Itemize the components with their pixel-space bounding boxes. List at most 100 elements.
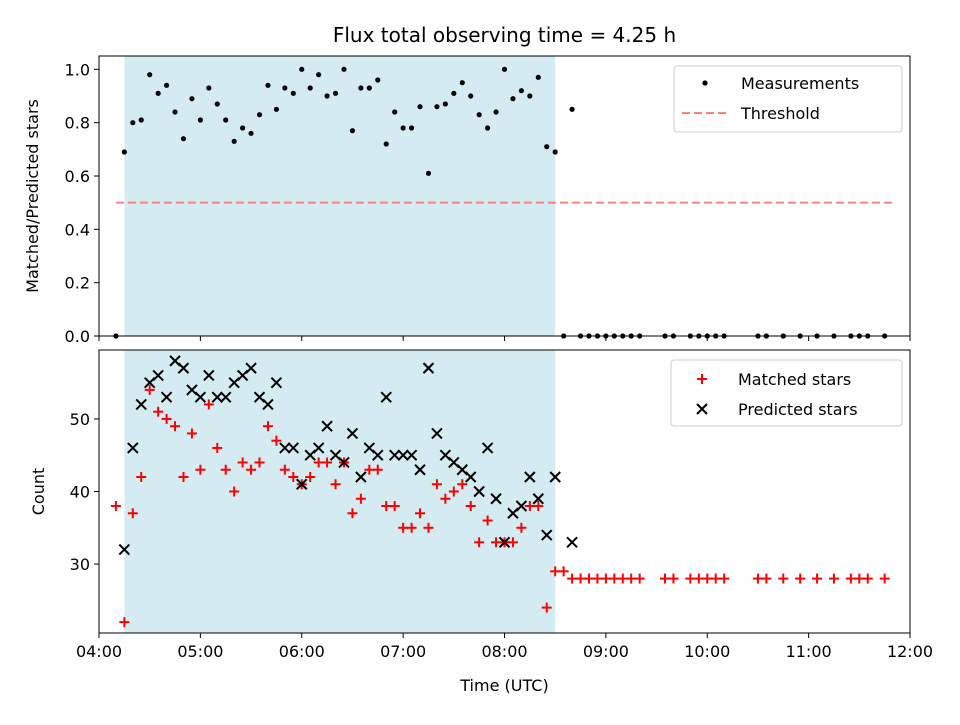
- matched-star-point: [600, 573, 611, 584]
- predicted-star-point: [414, 464, 426, 476]
- measurement-point: [408, 125, 415, 131]
- legend-symbol-measurements: [702, 80, 708, 86]
- matched-star-point: [516, 522, 527, 533]
- bottom-y-tick-label: 30: [70, 555, 90, 574]
- matched-star-point: [355, 493, 366, 504]
- predicted-star-point: [321, 420, 333, 432]
- bottom-y-axis-label: Count: [29, 468, 48, 516]
- predicted-star-point: [160, 391, 173, 403]
- predicted-star-point: [118, 543, 131, 556]
- matched-star-point: [828, 573, 839, 584]
- predicted-star-point: [355, 471, 367, 483]
- matched-star-point: [170, 421, 181, 432]
- measurement-point: [189, 96, 195, 102]
- matched-star-point: [110, 501, 121, 512]
- top-legend: Measurements Threshold: [673, 65, 903, 133]
- top-panel: 0.0 0.2 0.4 0.6 0.8 1.0 Flux total observing …: [23, 23, 911, 346]
- top-observing-span: [124, 56, 556, 336]
- chart-title: Flux total observing time = 4.25 h: [333, 23, 676, 47]
- matched-star-point: [186, 428, 197, 439]
- matched-star-point: [609, 573, 620, 584]
- predicted-star-point: [346, 427, 359, 440]
- measurement-point: [332, 90, 339, 96]
- predicted-star-point: [532, 493, 544, 505]
- measurement-point: [400, 125, 406, 131]
- x-tick-label: 07:00: [380, 642, 426, 661]
- x-tick-label: 10:00: [684, 642, 730, 661]
- x-tick-label: 08:00: [481, 642, 527, 661]
- measurement-point: [569, 106, 575, 112]
- matched-star-point: [634, 573, 645, 584]
- measurement-point: [485, 125, 491, 131]
- matched-star-point: [254, 457, 265, 468]
- legend-label-matched-stars: Matched stars: [738, 370, 851, 389]
- matched-star-point: [879, 573, 890, 584]
- matched-star-point: [693, 573, 704, 584]
- measurement-point: [425, 170, 432, 176]
- measurement-point: [130, 120, 136, 126]
- matched-star-point: [845, 573, 856, 584]
- matched-star-point: [262, 421, 273, 432]
- measurement-point: [214, 101, 220, 107]
- x-tick-label: 09:00: [583, 642, 629, 661]
- matched-star-point: [575, 573, 586, 584]
- matched-star-point: [491, 537, 502, 548]
- measurement-point: [248, 130, 254, 136]
- measurement-point: [138, 117, 144, 123]
- predicted-star-point: [481, 442, 494, 454]
- matched-star-point: [431, 479, 442, 490]
- top-y-tick-label: 0.2: [65, 274, 90, 293]
- measurement-point: [316, 72, 322, 78]
- predicted-star-point: [380, 391, 392, 403]
- measurement-point: [265, 82, 271, 88]
- matched-star-point: [558, 566, 569, 577]
- measurement-point: [434, 104, 440, 110]
- measurement-point: [349, 128, 356, 134]
- matched-star-point: [178, 471, 189, 482]
- measurement-point: [147, 72, 153, 78]
- measurement-point: [341, 66, 347, 72]
- matched-star-point: [567, 573, 578, 584]
- top-y-tick-label: 0.0: [65, 327, 90, 346]
- measurement-point: [307, 85, 313, 91]
- measurement-point: [476, 112, 482, 118]
- bottom-plot-marks: [110, 355, 890, 628]
- matched-star-point: [398, 522, 409, 533]
- matched-star-point: [465, 501, 476, 512]
- bottom-legend: Matched stars Predicted stars: [670, 359, 903, 427]
- predicted-star-point: [397, 449, 409, 461]
- matched-star-point: [550, 566, 561, 577]
- matched-star-point: [482, 515, 493, 526]
- matched-star-point: [364, 464, 375, 475]
- measurement-point: [180, 136, 187, 142]
- measurement-point: [417, 104, 423, 110]
- predicted-star-point: [566, 536, 578, 549]
- predicted-star-point: [127, 442, 139, 454]
- predicted-star-point: [405, 449, 418, 461]
- measurement-point: [392, 109, 398, 115]
- matched-star-point: [161, 413, 172, 424]
- measurement-point: [366, 85, 372, 91]
- measurement-point: [240, 125, 246, 131]
- legend-symbol-matched-stars: [697, 374, 707, 384]
- matched-star-point: [144, 384, 155, 395]
- matched-star-point: [474, 537, 485, 548]
- predicted-star-point: [498, 536, 511, 549]
- measurement-point: [273, 106, 280, 112]
- matched-star-point: [246, 464, 257, 475]
- bottom-y-tick-label: 50: [70, 410, 90, 429]
- matched-star-point: [212, 442, 223, 453]
- matched-star-point: [415, 508, 426, 519]
- bottom-y-ticks: 30 40 50: [70, 410, 99, 574]
- predicted-star-point: [296, 478, 308, 490]
- matched-star-point: [660, 573, 671, 584]
- matched-star-point: [854, 573, 865, 584]
- measurement-point: [459, 80, 465, 86]
- measurement-point: [121, 149, 127, 155]
- predicted-star-point: [372, 449, 384, 461]
- measurement-point: [527, 93, 533, 99]
- matched-star-point: [795, 573, 806, 584]
- predicted-star-point: [220, 391, 232, 403]
